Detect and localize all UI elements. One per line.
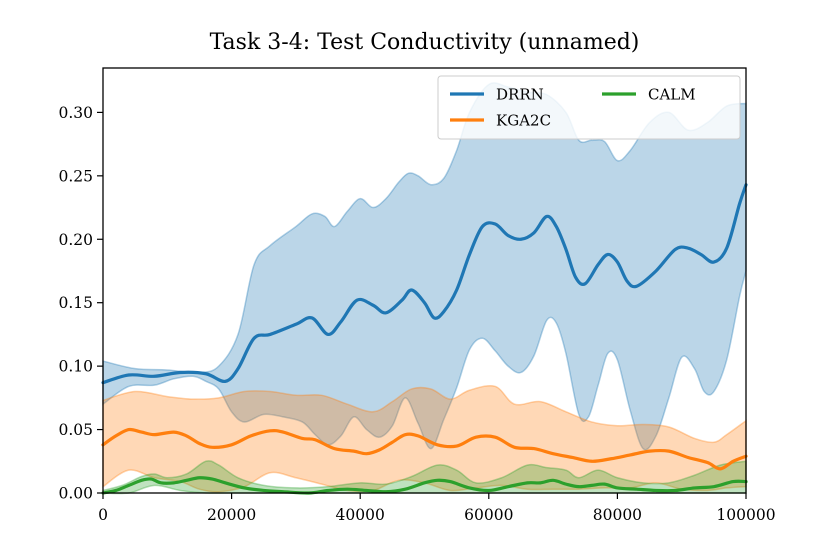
axes: 0 20000 40000 60000 80000 100000 0.00 0.05 0.10 0… <box>58 67 776 524</box>
series-lines <box>101 183 748 495</box>
drrn-line <box>101 183 748 385</box>
y-tick-label: 0.10 <box>58 358 93 376</box>
kga2c-legend-label: KGA2C <box>496 112 551 130</box>
calm-legend-label: CALM <box>648 86 696 104</box>
y-tick-label: 0.30 <box>58 104 93 122</box>
y-tick-label: 0.25 <box>58 167 93 185</box>
confidence-bands <box>102 82 747 495</box>
chart-title: Task 3-4: Test Conductivity (unnamed) <box>210 30 640 55</box>
x-tick-label: 40000 <box>336 506 385 524</box>
y-tick-label: 0.05 <box>58 421 93 439</box>
y-tick-label: 0.00 <box>58 485 93 503</box>
legend-box <box>437 75 741 140</box>
kga2c-line <box>101 427 748 471</box>
x-tick-label: 80000 <box>593 506 642 524</box>
x-tick-label: 20000 <box>207 506 256 524</box>
drrn-legend-label: DRRN <box>496 86 544 104</box>
legend: DRRN KGA2C CALM <box>437 75 741 140</box>
y-tick-label: 0.15 <box>58 294 93 312</box>
plot-frame <box>102 67 747 494</box>
x-tick-label: 0 <box>98 506 108 524</box>
x-tick-label: 100000 <box>716 506 775 524</box>
x-tick-label: 60000 <box>464 506 513 524</box>
y-tick-label: 0.20 <box>58 231 93 249</box>
calm-line <box>101 476 748 495</box>
drrn-confidence-band <box>102 82 747 451</box>
